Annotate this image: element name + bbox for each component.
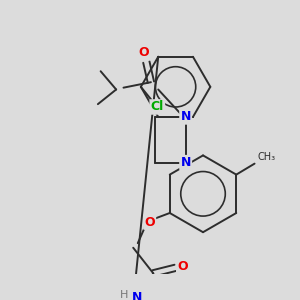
- Text: N: N: [132, 291, 142, 300]
- Text: O: O: [177, 260, 188, 272]
- Text: O: O: [144, 216, 155, 229]
- Text: Cl: Cl: [151, 100, 164, 113]
- Text: N: N: [181, 156, 191, 169]
- Text: O: O: [138, 46, 149, 59]
- Text: N: N: [181, 110, 191, 123]
- Text: H: H: [120, 290, 128, 300]
- Text: CH₃: CH₃: [257, 152, 275, 162]
